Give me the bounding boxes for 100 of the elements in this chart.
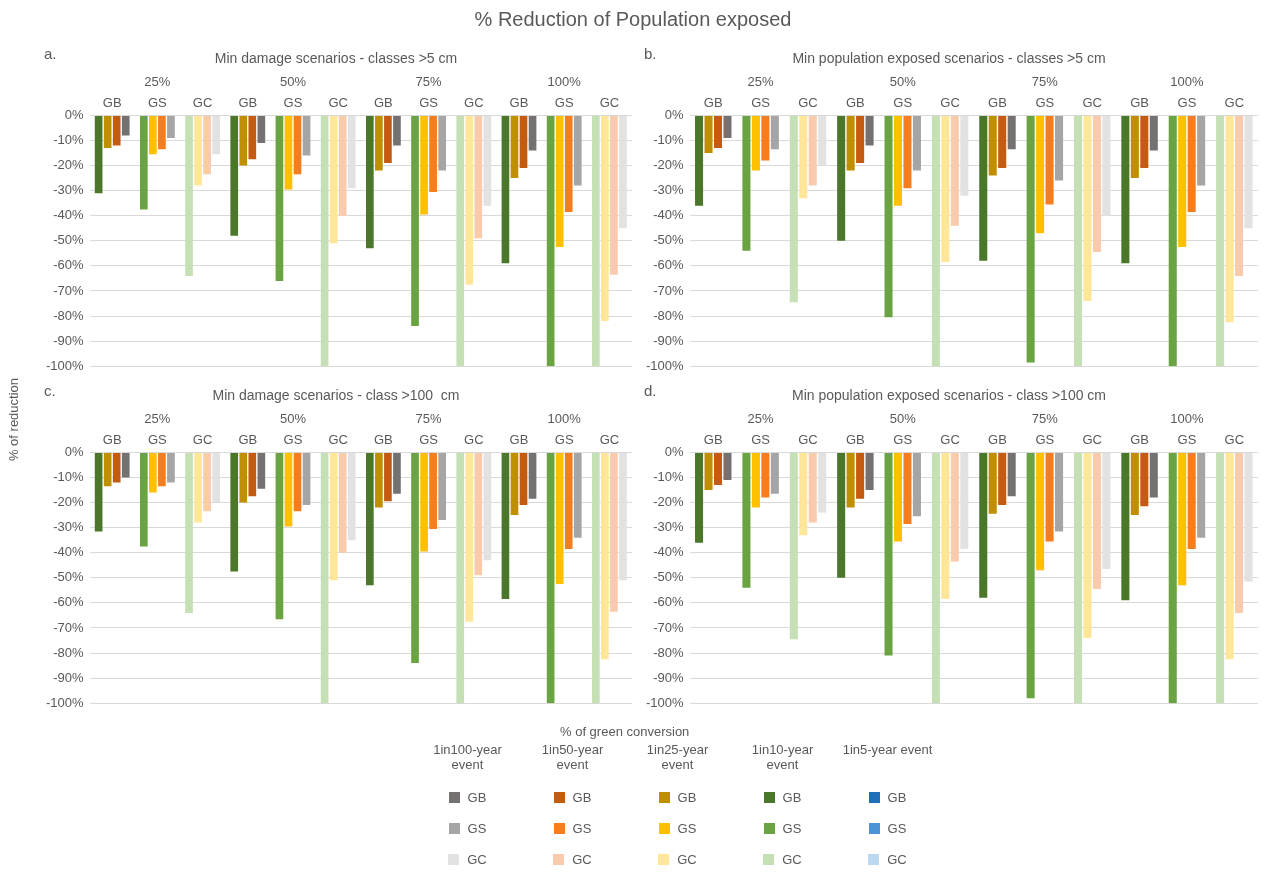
x-tick-label: GS bbox=[554, 95, 574, 111]
x-tick-label: GB bbox=[102, 95, 122, 111]
y-tick-label: -70% bbox=[53, 619, 85, 635]
y-tick-label: -90% bbox=[653, 332, 685, 348]
y-tick-label: -70% bbox=[653, 282, 685, 298]
x-tick-label: GB bbox=[703, 432, 723, 448]
x-tick-label: GB bbox=[1130, 432, 1149, 448]
y-tick-label: -80% bbox=[653, 307, 685, 323]
y-tick-label: -70% bbox=[653, 619, 685, 635]
text: c. bbox=[44, 382, 56, 400]
y-tick-label: -50% bbox=[53, 232, 85, 248]
x-axis-title: % of green conversion bbox=[560, 724, 690, 739]
y-tick-label: -20% bbox=[653, 494, 685, 510]
x-tick-label: GC bbox=[328, 95, 348, 111]
y-axis-title: % of reduction bbox=[5, 376, 21, 464]
y-tick-label: -100% bbox=[46, 694, 85, 710]
y-tick-label: -20% bbox=[53, 157, 85, 173]
text: 100% bbox=[547, 410, 582, 426]
x-tick-label: GC bbox=[599, 95, 620, 111]
text: 100% bbox=[547, 73, 582, 89]
x-tick-label: GC bbox=[599, 432, 620, 448]
text: 100% bbox=[1170, 410, 1205, 426]
legend-label: GS bbox=[887, 821, 907, 836]
x-tick-label: GC bbox=[328, 432, 348, 448]
chart-subtitle: Min damage scenarios - class >100 cm bbox=[212, 387, 460, 404]
y-tick-label: -10% bbox=[53, 132, 85, 148]
x-tick-label: GC bbox=[192, 432, 213, 448]
x-tick-label: GS bbox=[893, 95, 913, 111]
text: 75% bbox=[415, 73, 443, 89]
y-tick-label: -30% bbox=[653, 519, 685, 535]
chart-title: % Reduction of Population exposed bbox=[473, 8, 793, 31]
x-tick-label: GS bbox=[1035, 95, 1055, 111]
x-tick-label: GB bbox=[845, 432, 865, 448]
text: a. bbox=[44, 45, 57, 63]
x-tick-label: GS bbox=[147, 95, 168, 111]
y-tick-label: -100% bbox=[646, 357, 685, 373]
x-tick-label: GC bbox=[464, 95, 484, 111]
text: 50% bbox=[889, 73, 917, 89]
y-tick-label: -60% bbox=[653, 257, 685, 273]
text: 75% bbox=[415, 410, 443, 426]
x-tick-label: GC bbox=[940, 95, 960, 111]
x-tick-label: GB bbox=[845, 95, 865, 111]
x-tick-label: GB bbox=[988, 95, 1007, 111]
x-tick-label: GS bbox=[419, 432, 439, 448]
chart-subtitle: Min population exposed scenarios - class >100 cm bbox=[791, 387, 1107, 404]
text: 1in5-year event bbox=[842, 742, 933, 759]
y-tick-label: -80% bbox=[53, 307, 85, 323]
y-tick-label: -80% bbox=[653, 644, 685, 660]
x-tick-label: GS bbox=[283, 432, 303, 448]
x-tick-label: GC bbox=[1082, 95, 1102, 111]
x-tick-label: GC bbox=[798, 95, 818, 111]
text: 100% bbox=[1170, 73, 1205, 89]
legend-label: GB bbox=[572, 790, 592, 805]
y-tick-label: -50% bbox=[53, 569, 85, 585]
y-tick-label: -60% bbox=[53, 257, 85, 273]
x-tick-label: GB bbox=[102, 432, 122, 448]
y-tick-label: -60% bbox=[53, 594, 85, 610]
legend-label: GC bbox=[572, 852, 592, 867]
y-tick-label: -10% bbox=[653, 469, 685, 485]
y-tick-label: -90% bbox=[653, 669, 685, 685]
x-tick-label: GS bbox=[751, 432, 771, 448]
text: 75% bbox=[1031, 410, 1059, 426]
x-tick-label: GC bbox=[464, 432, 484, 448]
legend-label: GS bbox=[572, 821, 592, 836]
y-tick-label: -100% bbox=[46, 357, 85, 373]
x-tick-label: GB bbox=[373, 432, 393, 448]
legend-label: GB bbox=[677, 790, 697, 805]
text: 75% bbox=[1031, 73, 1059, 89]
text: 25% bbox=[144, 410, 171, 426]
chart-subtitle: Min population exposed scenarios - classes >5 cm bbox=[792, 50, 1106, 67]
x-tick-label: GS bbox=[751, 95, 771, 111]
legend-label: GB bbox=[887, 790, 907, 805]
legend-label: GS bbox=[467, 821, 487, 836]
y-tick-label: -90% bbox=[53, 669, 85, 685]
x-tick-label: GC bbox=[1224, 432, 1245, 448]
y-tick-label: -40% bbox=[53, 207, 85, 223]
y-tick-label: -50% bbox=[653, 569, 685, 585]
legend-label: GS bbox=[677, 821, 697, 836]
x-tick-label: GC bbox=[1082, 432, 1102, 448]
y-tick-label: 0% bbox=[664, 106, 685, 122]
chart-subtitle: Min damage scenarios - classes >5 cm bbox=[214, 50, 458, 67]
y-tick-label: -40% bbox=[653, 207, 685, 223]
x-tick-label: GS bbox=[283, 95, 303, 111]
x-tick-label: GB bbox=[373, 95, 393, 111]
y-tick-label: -10% bbox=[53, 469, 85, 485]
x-tick-label: GC bbox=[940, 432, 960, 448]
text: 50% bbox=[279, 410, 307, 426]
legend-label: GC bbox=[467, 852, 487, 867]
y-tick-label: -20% bbox=[53, 494, 85, 510]
text: 50% bbox=[279, 73, 307, 89]
y-tick-label: -40% bbox=[653, 544, 685, 560]
y-tick-label: 0% bbox=[64, 443, 85, 459]
y-tick-label: -30% bbox=[53, 519, 85, 535]
y-tick-label: 0% bbox=[64, 106, 85, 122]
y-tick-label: -80% bbox=[53, 644, 85, 660]
y-tick-label: -10% bbox=[653, 132, 685, 148]
legend-label: GS bbox=[782, 821, 802, 836]
x-tick-label: GS bbox=[1035, 432, 1055, 448]
x-tick-label: GB bbox=[509, 432, 529, 448]
x-tick-label: GS bbox=[1177, 95, 1197, 111]
